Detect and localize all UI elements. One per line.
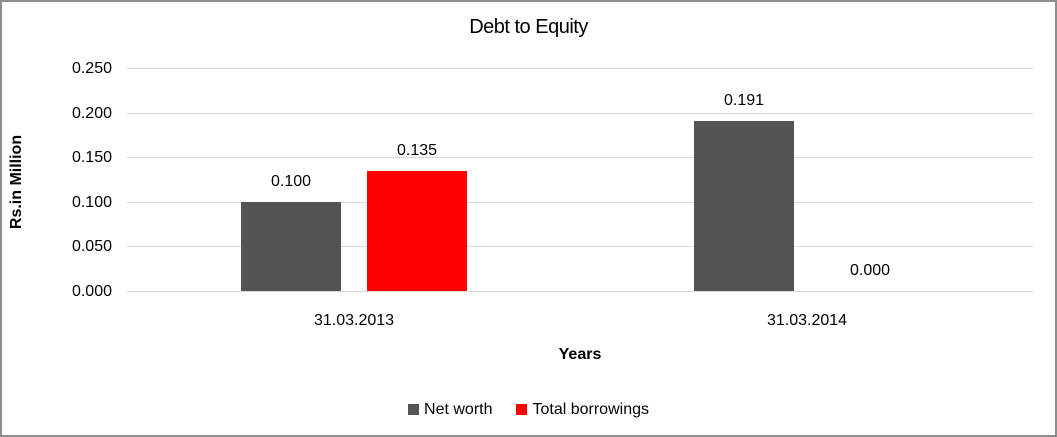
legend-label: Net worth: [424, 401, 493, 418]
gridline: [127, 291, 1033, 292]
y-tick-label: 0.100: [71, 194, 112, 211]
bar-value-label: 0.100: [270, 173, 312, 190]
legend-item-net-worth: Net worth: [408, 400, 492, 419]
y-tick-label: 0.000: [71, 283, 112, 300]
gridline: [127, 246, 1033, 247]
bar-total-borrowings: [367, 171, 467, 291]
legend-marker-total-borrowings: [516, 404, 528, 415]
legend-item-total-borrowings: Total borrowings: [516, 400, 649, 419]
chart-title: Debt to Equity: [469, 16, 588, 38]
y-axis-title: Rs.in Million: [8, 134, 25, 230]
gridline: [127, 113, 1033, 114]
bar-net-worth: [694, 121, 794, 291]
x-category-label: 31.03.2014: [766, 312, 848, 329]
bar-value-label: 0.000: [849, 262, 891, 279]
legend-marker-net-worth: [408, 404, 420, 415]
legend-label: Total borrowings: [532, 401, 649, 418]
y-tick-label: 0.050: [71, 238, 112, 255]
x-category-label: 31.03.2013: [313, 312, 395, 329]
bar-value-label: 0.191: [723, 92, 765, 109]
gridline: [127, 68, 1033, 69]
y-tick-label: 0.200: [71, 105, 112, 122]
y-tick-label: 0.250: [71, 60, 112, 77]
legend: Net worth Total borrowings: [2, 400, 1055, 419]
gridline: [127, 202, 1033, 203]
gridline: [127, 157, 1033, 158]
y-tick-label: 0.150: [71, 149, 112, 166]
x-axis-title: Years: [558, 346, 602, 363]
bar-value-label: 0.135: [396, 142, 438, 159]
bar-net-worth: [241, 202, 341, 291]
